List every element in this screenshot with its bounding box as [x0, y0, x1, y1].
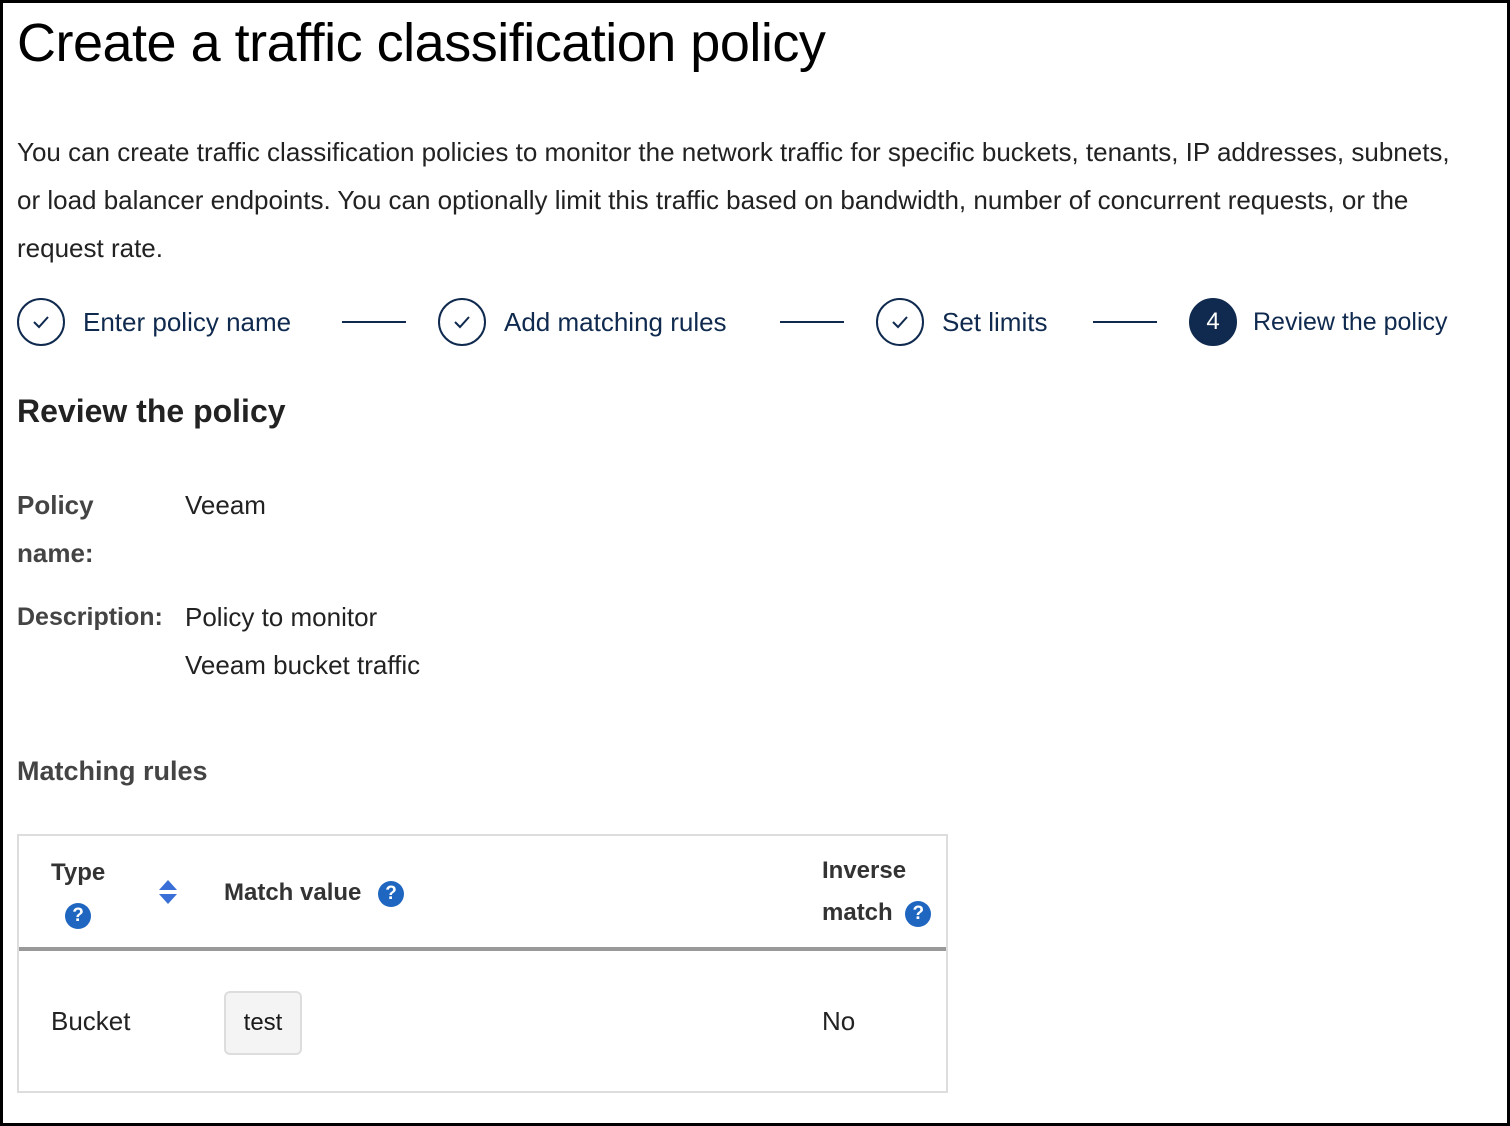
help-icon[interactable]: ? — [905, 900, 932, 927]
step-connector — [342, 321, 406, 323]
step-connector — [1093, 321, 1157, 323]
review-heading: Review the policy — [17, 393, 286, 429]
step-label: Set limits — [942, 306, 1048, 337]
sort-icon[interactable] — [157, 878, 179, 911]
step-add-matching-rules[interactable]: Add matching rules — [438, 297, 727, 347]
help-icon[interactable]: ? — [65, 902, 91, 929]
cell-inverse-match: No — [822, 1006, 856, 1036]
matching-rules-table: Type ? Match value ? Inverse match ? Buc… — [17, 834, 948, 1093]
check-icon — [438, 298, 486, 346]
intro-text: You can create traffic classification po… — [17, 137, 1450, 263]
check-icon — [876, 298, 924, 346]
match-value-chip: test — [224, 991, 302, 1055]
description-label: Description: — [17, 603, 163, 631]
column-header-inverse-match: Inverse match ? — [822, 850, 942, 934]
policy-name-value: Veeam — [185, 490, 266, 520]
policy-name-label: Policy name: — [17, 490, 94, 568]
step-set-limits[interactable]: Set limits — [876, 297, 1047, 347]
column-header-type[interactable]: Type ? — [51, 852, 105, 936]
column-title: Inverse match — [822, 857, 907, 926]
matching-rules-heading: Matching rules — [17, 756, 208, 786]
step-enter-policy-name[interactable]: Enter policy name — [17, 297, 291, 347]
step-label: Enter policy name — [83, 306, 292, 337]
header-divider — [19, 947, 946, 951]
column-header-match-value: Match value ? — [224, 872, 405, 914]
step-label: Add matching rules — [504, 306, 727, 337]
page-title: Create a traffic classification policy — [17, 13, 826, 73]
step-number-badge: 4 — [1189, 298, 1237, 346]
help-icon[interactable]: ? — [378, 880, 405, 907]
cell-type: Bucket — [51, 1006, 131, 1036]
step-label: Review the policy — [1253, 307, 1448, 336]
description-value: Policy to monitor Veeam bucket traffic — [185, 602, 421, 680]
step-review-the-policy[interactable]: 4 Review the policy — [1189, 297, 1448, 347]
column-title: Match value — [224, 879, 362, 906]
check-icon — [17, 298, 65, 346]
step-connector — [780, 321, 844, 323]
column-title: Type — [51, 859, 106, 886]
